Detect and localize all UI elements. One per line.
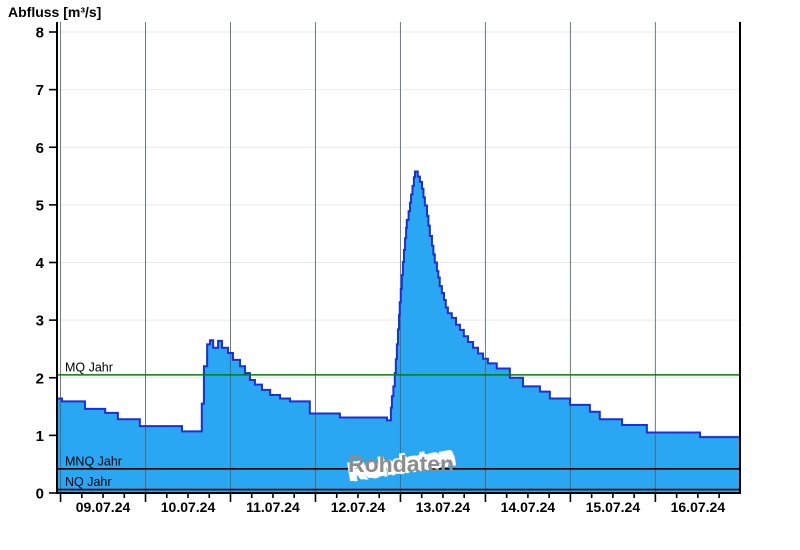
x-date-label: 11.07.24: [246, 499, 300, 515]
y-tick-label: 6: [36, 140, 44, 157]
y-tick-label: 0: [36, 486, 44, 503]
y-tick-label: 8: [36, 25, 44, 42]
x-date-label: 16.07.24: [671, 499, 726, 515]
y-tick-label: 7: [36, 82, 44, 99]
y-tick-label: 4: [36, 255, 45, 272]
nq-line-label: NQ Jahr: [65, 475, 112, 489]
y-tick-label: 3: [36, 313, 44, 330]
x-date-label: 13.07.24: [416, 499, 471, 515]
chart-title: Abfluss [m³/s]: [8, 4, 101, 20]
y-tick-label: 1: [36, 428, 44, 445]
x-date-label: 09.07.24: [76, 499, 131, 515]
y-tick-label: 5: [36, 197, 44, 214]
x-date-label: 15.07.24: [586, 499, 641, 515]
x-date-label: 10.07.24: [161, 499, 216, 515]
watermark: Rohdaten: [348, 451, 454, 477]
x-date-label: 12.07.24: [331, 499, 386, 515]
x-date-label: 14.07.24: [501, 499, 556, 515]
mq-line-label: MQ Jahr: [65, 360, 113, 374]
y-tick-label: 2: [36, 370, 44, 387]
discharge-outline: [57, 170, 740, 439]
mnq-line-label: MNQ Jahr: [65, 454, 122, 468]
